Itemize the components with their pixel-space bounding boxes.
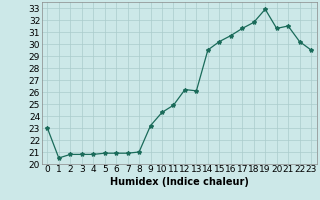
X-axis label: Humidex (Indice chaleur): Humidex (Indice chaleur) [110,177,249,187]
